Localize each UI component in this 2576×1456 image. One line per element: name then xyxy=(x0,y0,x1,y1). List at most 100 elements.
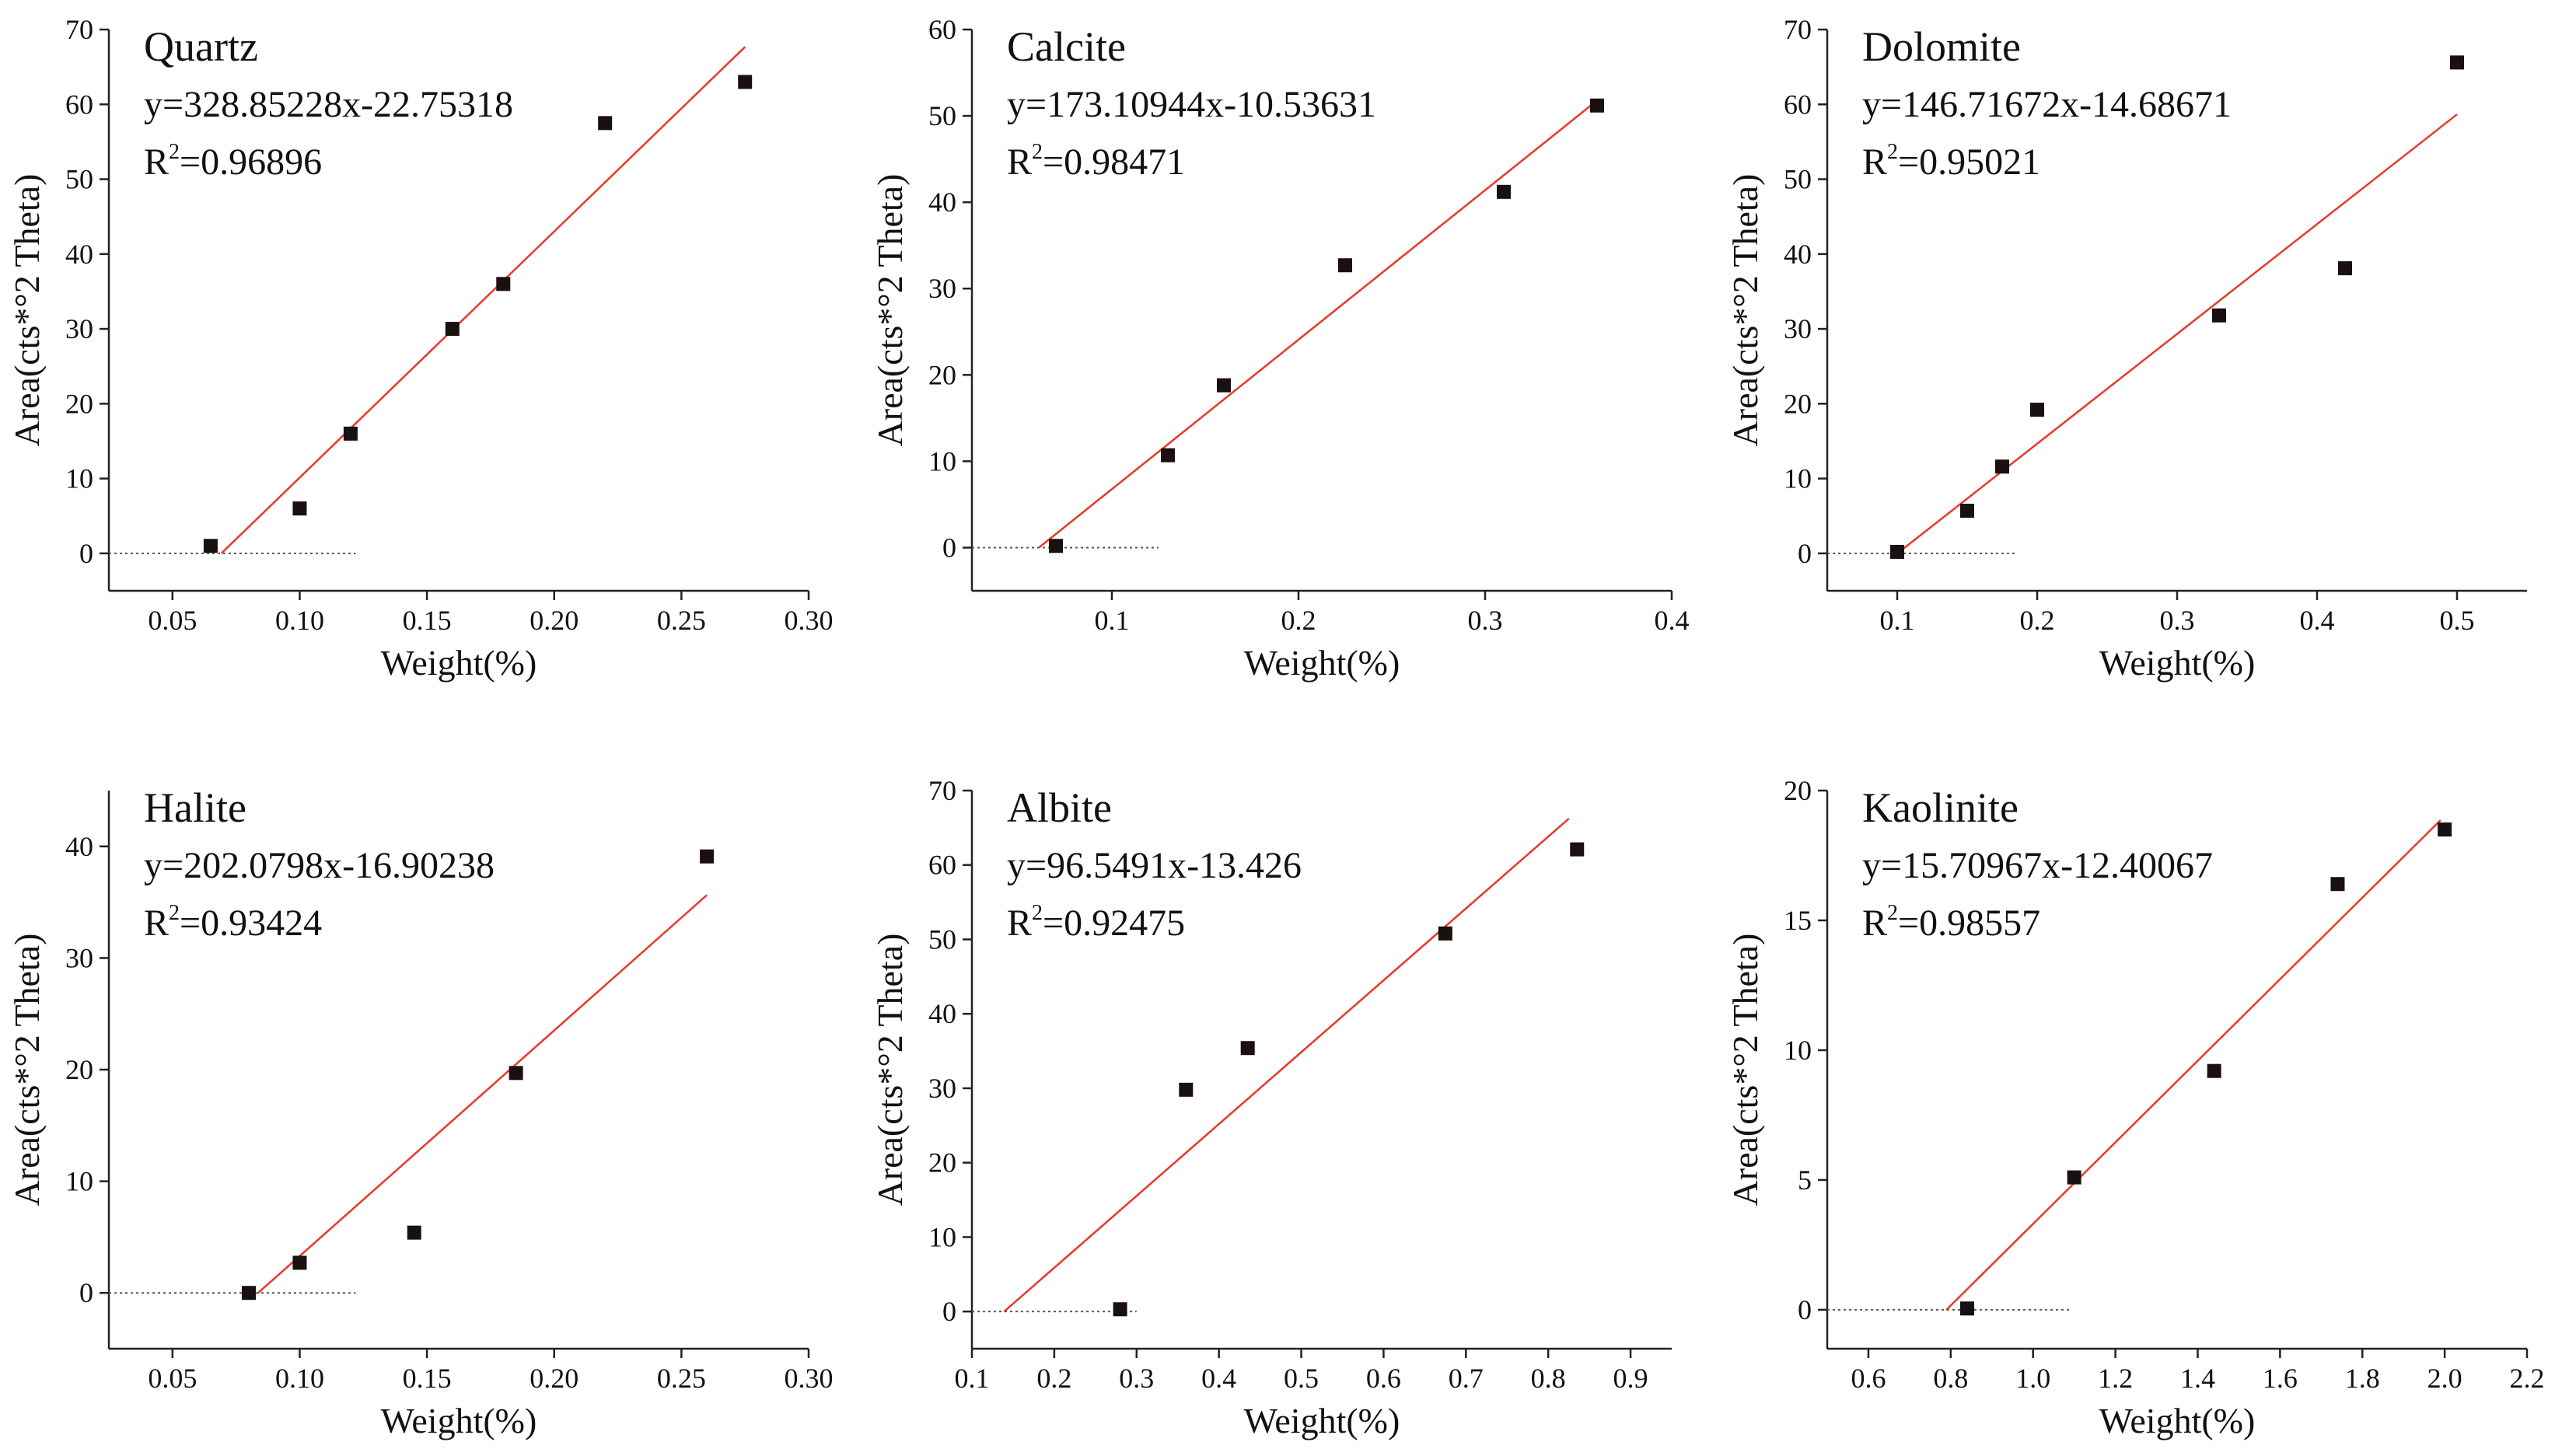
panel-title: Calcite xyxy=(1007,23,1126,70)
x-tick-label: 0.1 xyxy=(1095,605,1130,636)
regression-equation: y=173.10944x-10.53631 xyxy=(1007,84,1376,125)
y-tick-label: 60 xyxy=(65,89,93,120)
x-tick-label: 0.4 xyxy=(2300,605,2335,636)
regression-line xyxy=(1003,818,1570,1313)
data-point xyxy=(1497,184,1511,199)
y-tick-label: 20 xyxy=(65,1054,93,1085)
y-tick-label: 20 xyxy=(1784,775,1812,806)
data-point xyxy=(1049,539,1063,553)
x-tick-label: 0.10 xyxy=(275,1363,324,1394)
data-point xyxy=(1240,1041,1255,1056)
y-tick-label: 30 xyxy=(65,313,93,344)
x-tick-label: 0.30 xyxy=(785,605,834,636)
x-tick-label: 0.5 xyxy=(1284,1363,1319,1394)
data-point xyxy=(2330,877,2345,892)
data-point xyxy=(203,539,218,553)
y-tick-label: 40 xyxy=(65,239,93,270)
panel-title: Quartz xyxy=(144,23,258,70)
y-tick-label: 30 xyxy=(928,273,956,304)
regression-equation: y=146.71672x-14.68671 xyxy=(1862,84,2232,125)
data-point xyxy=(1960,503,1974,518)
y-tick-label: 20 xyxy=(1784,388,1812,419)
data-point xyxy=(1570,842,1585,857)
y-tick-label: 40 xyxy=(928,187,956,218)
y-tick-label: 0 xyxy=(942,1296,956,1327)
y-axis-title: Area(cts*°2 Theta) xyxy=(1725,934,1765,1206)
r-squared-superscript: 2 xyxy=(1032,140,1043,164)
data-point xyxy=(343,426,358,441)
r-squared-number: =0.95021 xyxy=(1898,141,2040,183)
y-tick-label: 20 xyxy=(928,1147,956,1178)
data-point xyxy=(1995,459,2009,474)
r-squared-value: R2=0.98557 xyxy=(1862,901,2040,944)
y-tick-label: 60 xyxy=(1784,89,1812,120)
x-tick-label: 0.15 xyxy=(403,1363,452,1394)
x-tick-label: 0.3 xyxy=(1119,1363,1154,1394)
x-tick-label: 1.2 xyxy=(2098,1363,2133,1394)
y-tick-label: 60 xyxy=(928,850,956,881)
x-tick-label: 0.7 xyxy=(1449,1363,1484,1394)
r-squared-symbol: R xyxy=(144,903,169,944)
regression-equation: y=15.70967x-12.40067 xyxy=(1862,845,2213,886)
regression-equation: y=96.5491x-13.426 xyxy=(1007,845,1302,886)
x-tick-label: 0.6 xyxy=(1851,1363,1886,1394)
data-point xyxy=(2338,261,2352,276)
y-tick-label: 0 xyxy=(79,538,93,569)
x-tick-label: 0.8 xyxy=(1933,1363,1968,1394)
chart-panel-dolomite: 0.1 0.2 0.3 0.4 0.5 0 10 20 30 40 50 60 70 Weight(%) A… xyxy=(1725,14,2527,683)
y-tick-label: 60 xyxy=(928,14,956,45)
chart-panel-kaolinite: 0.6 0.8 1.0 1.2 1.4 1.6 1.8 2.0 2.2 0 5 10 15 20 Weigh… xyxy=(1725,775,2545,1440)
x-tick-label: 0.3 xyxy=(1468,605,1503,636)
x-tick-label: 0.05 xyxy=(148,1363,197,1394)
y-tick-label: 50 xyxy=(1784,164,1812,195)
x-tick-label: 0.9 xyxy=(1613,1363,1648,1394)
x-axis-title: Weight(%) xyxy=(381,1401,537,1440)
x-tick-label: 0.15 xyxy=(403,605,452,636)
y-tick-label: 10 xyxy=(65,1166,93,1197)
y-tick-label: 20 xyxy=(65,388,93,419)
data-point xyxy=(509,1066,523,1081)
y-tick-label: 20 xyxy=(928,359,956,390)
r-squared-superscript: 2 xyxy=(169,901,180,925)
r-squared-number: =0.92475 xyxy=(1043,903,1185,944)
data-point xyxy=(2207,1063,2221,1078)
x-tick-label: 0.4 xyxy=(1655,605,1690,636)
r-squared-symbol: R xyxy=(1862,141,1887,183)
x-axis-title: Weight(%) xyxy=(1244,643,1400,683)
data-point xyxy=(1438,926,1452,941)
y-tick-label: 10 xyxy=(1784,463,1812,494)
data-point xyxy=(1179,1082,1194,1097)
x-tick-label: 0.2 xyxy=(1036,1363,1071,1394)
y-axis-title: Area(cts*°2 Theta) xyxy=(1725,174,1765,447)
y-tick-label: 40 xyxy=(1784,239,1812,270)
y-tick-label: 40 xyxy=(65,831,93,862)
data-point xyxy=(2030,403,2044,417)
x-tick-label: 0.2 xyxy=(2020,605,2055,636)
r-squared-value: R2=0.95021 xyxy=(1862,140,2040,183)
y-tick-label: 0 xyxy=(942,532,956,563)
panel-title: Albite xyxy=(1007,784,1112,831)
y-tick-label: 70 xyxy=(928,775,956,806)
x-tick-label: 0.20 xyxy=(530,1363,578,1394)
chart-panel-albite: 0.1 0.2 0.3 0.4 0.5 0.6 0.7 0.8 0.9 0 10 20 30 40 50 60… xyxy=(870,775,1672,1440)
data-point xyxy=(1113,1302,1127,1317)
r-squared-number: =0.96896 xyxy=(180,141,322,183)
data-point xyxy=(1890,544,1904,559)
data-point xyxy=(700,849,715,864)
r-squared-superscript: 2 xyxy=(169,140,180,164)
data-point xyxy=(1161,448,1175,463)
data-point xyxy=(496,277,511,292)
y-tick-label: 0 xyxy=(1798,538,1812,569)
data-point xyxy=(738,75,753,89)
y-tick-label: 10 xyxy=(1784,1035,1812,1066)
y-tick-label: 15 xyxy=(1784,905,1812,936)
x-tick-label: 0.6 xyxy=(1366,1363,1401,1394)
regression-line xyxy=(1896,113,2458,554)
x-tick-label: 1.6 xyxy=(2263,1363,2298,1394)
r-squared-number: =0.93424 xyxy=(180,903,322,944)
y-tick-label: 30 xyxy=(928,1073,956,1104)
y-axis-title: Area(cts*°2 Theta) xyxy=(870,174,910,447)
r-squared-superscript: 2 xyxy=(1887,901,1898,925)
panel-title: Halite xyxy=(144,784,246,831)
